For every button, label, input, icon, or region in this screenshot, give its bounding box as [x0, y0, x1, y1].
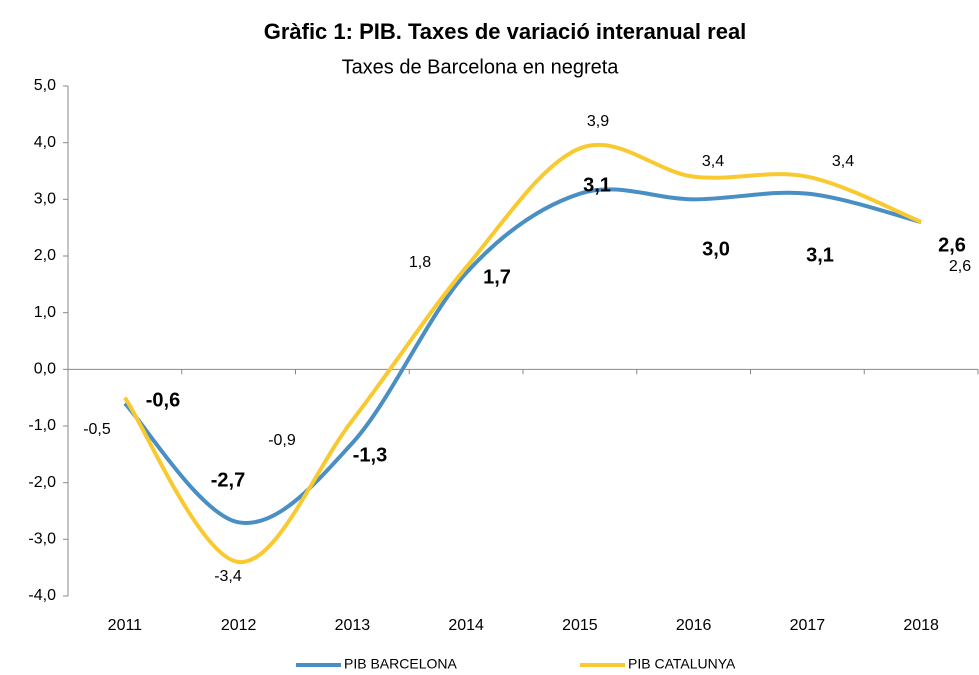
y-tick-label: -3,0	[28, 531, 56, 548]
data-label: 1,7	[483, 266, 511, 288]
x-tick-label: 2018	[903, 617, 939, 634]
data-label: 3,1	[583, 174, 611, 196]
x-tick-label: 2012	[221, 617, 257, 634]
y-tick-label: 0,0	[34, 361, 56, 378]
y-tick-label: 2,0	[34, 247, 56, 264]
chart-title: Gràfic 1: PIB. Taxes de variació interan…	[264, 19, 747, 44]
data-label: 3,4	[832, 153, 854, 170]
x-tick-label: 2011	[108, 617, 143, 634]
y-tick-label: 1,0	[34, 304, 56, 321]
y-tick-label: -4,0	[28, 587, 56, 604]
data-label: -3,4	[214, 568, 242, 585]
x-tick-label: 2014	[448, 617, 484, 634]
series-line	[123, 187, 922, 525]
y-tick-label: 3,0	[34, 191, 56, 208]
data-label: -0,6	[146, 389, 180, 411]
legend-label: PIB CATALUNYA	[628, 656, 736, 672]
x-tick-label: 2017	[790, 617, 826, 634]
y-tick-label: 5,0	[34, 77, 56, 94]
data-label: -0,9	[268, 432, 296, 449]
data-label: 3,0	[702, 238, 730, 260]
series-line	[123, 142, 922, 565]
legend-label: PIB BARCELONA	[344, 656, 457, 672]
y-tick-label: -2,0	[28, 474, 56, 491]
y-tick-label: 4,0	[34, 134, 56, 151]
data-label: 1,8	[409, 254, 431, 271]
data-label: 3,1	[806, 244, 834, 266]
data-label: 3,9	[587, 113, 609, 130]
data-label: 2,6	[949, 258, 971, 275]
x-tick-label: 2013	[335, 617, 371, 634]
y-tick-label: -1,0	[28, 417, 56, 434]
x-tick-label: 2015	[562, 617, 598, 634]
x-tick-label: 2016	[676, 617, 712, 634]
chart-subtitle: Taxes de Barcelona en negreta	[342, 56, 620, 78]
data-label: -2,7	[211, 469, 245, 491]
data-label: 2,6	[938, 234, 966, 256]
data-label: 3,4	[702, 153, 724, 170]
data-label: -1,3	[353, 444, 387, 466]
data-label: -0,5	[83, 421, 111, 438]
